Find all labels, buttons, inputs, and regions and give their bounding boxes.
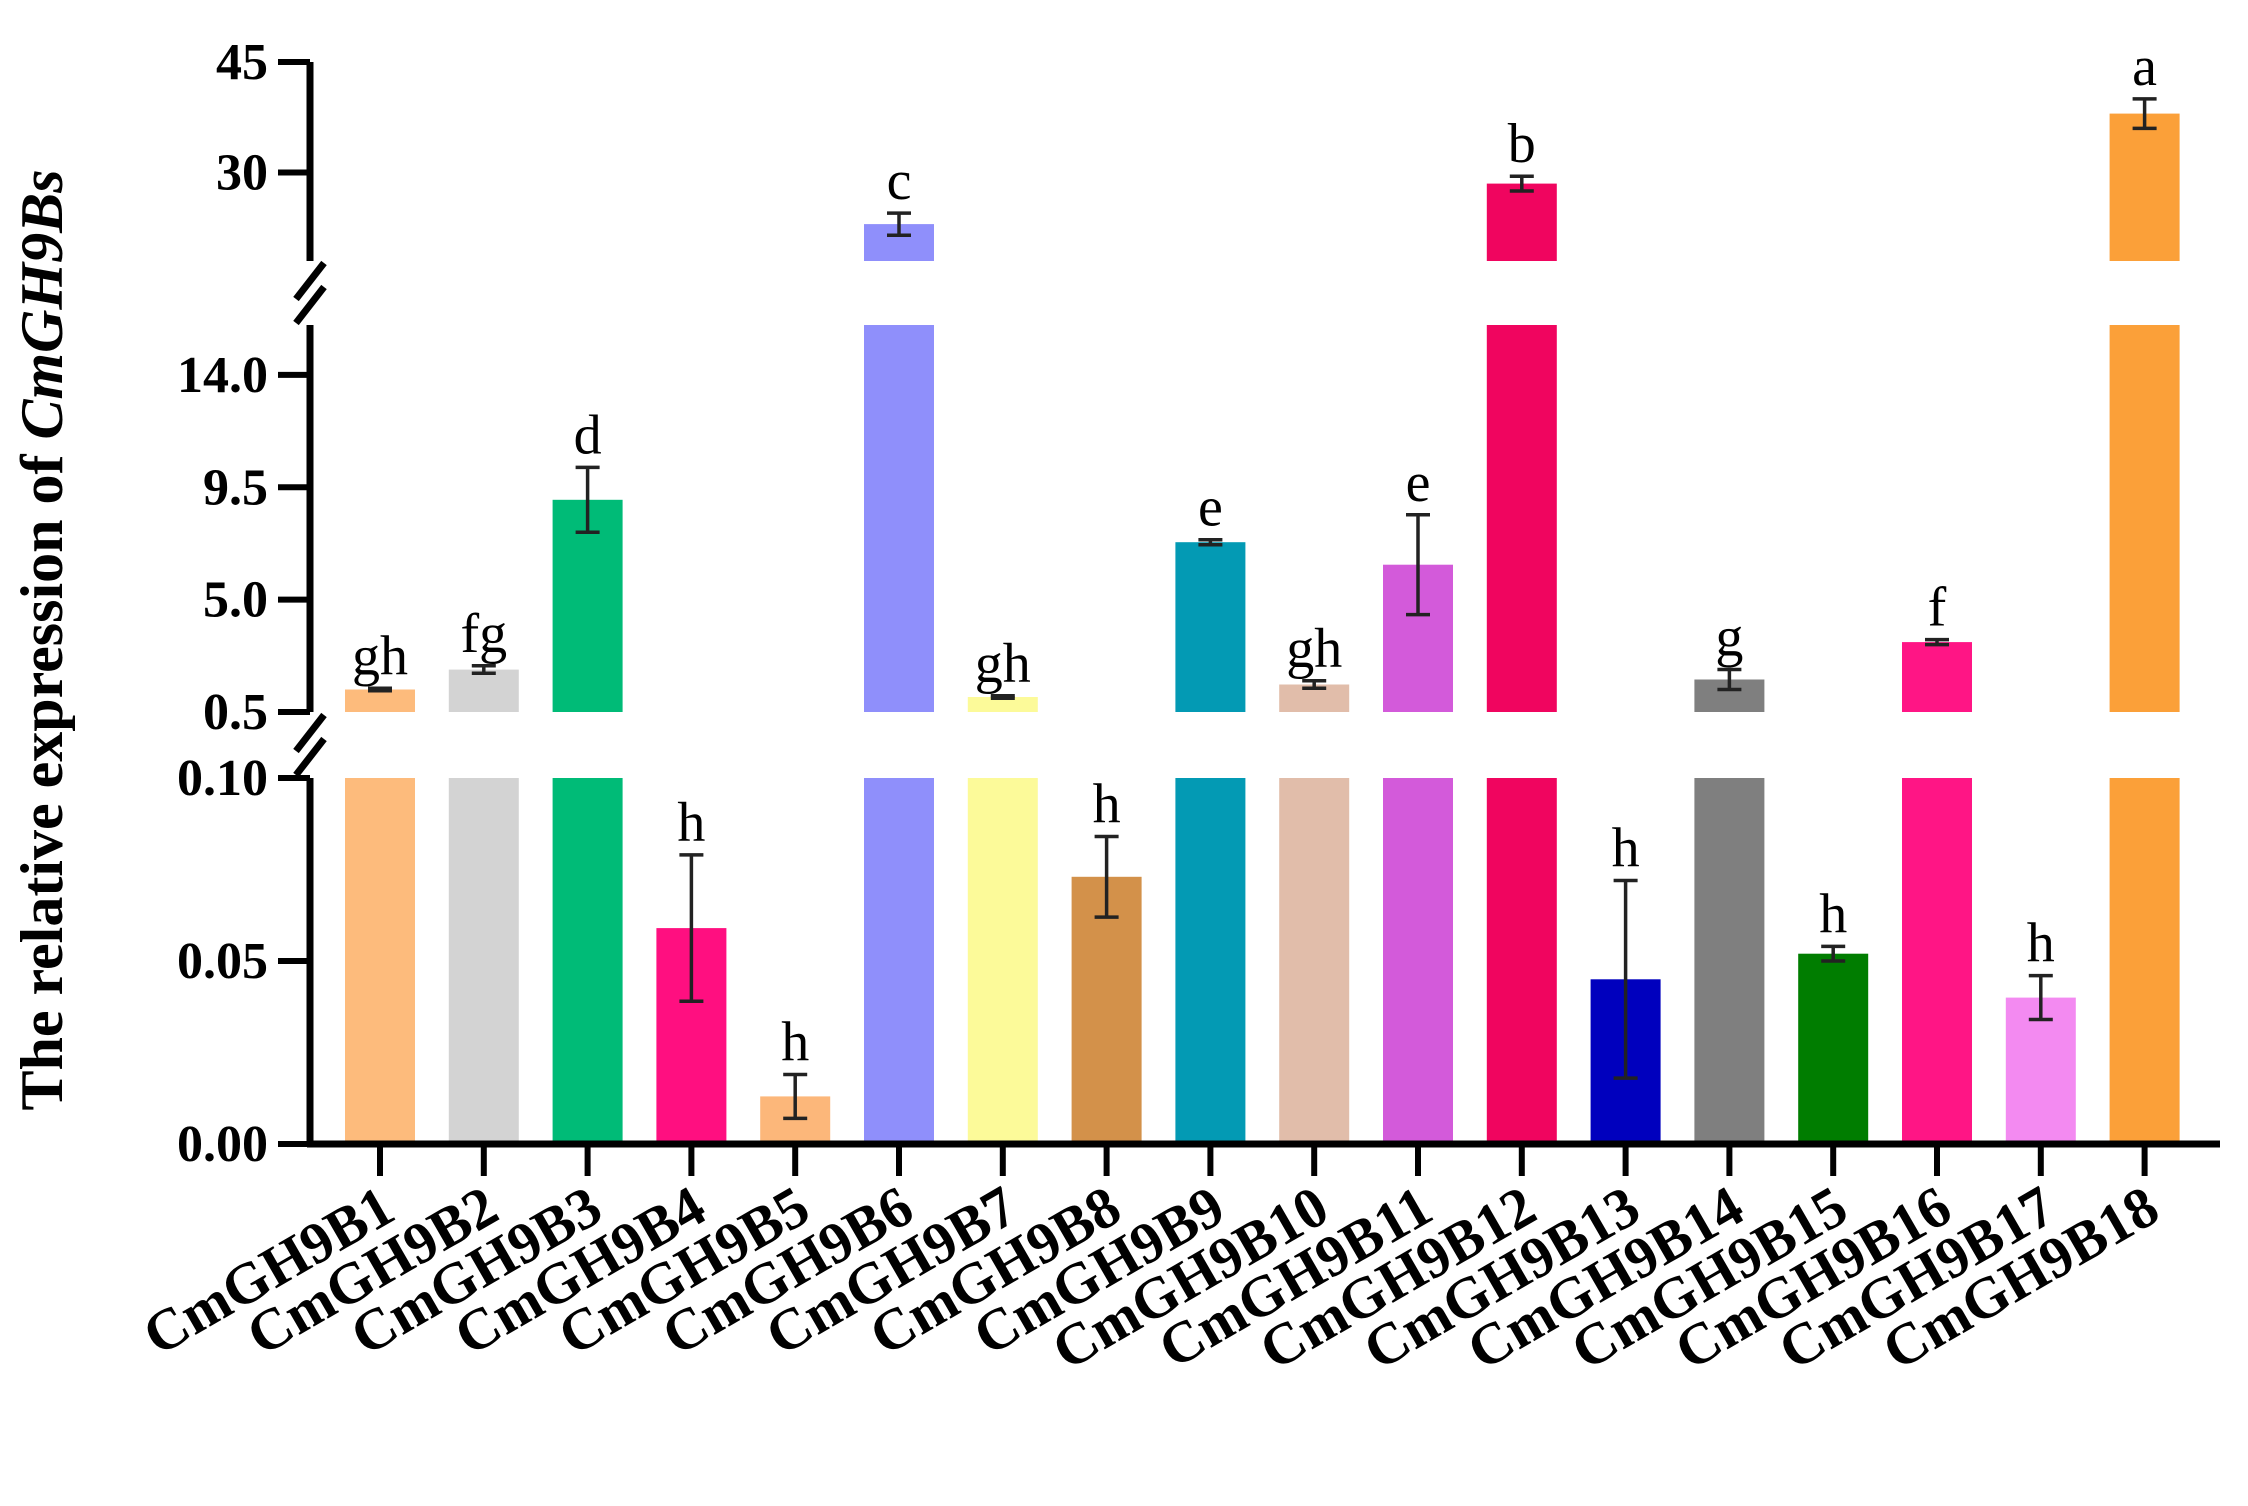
error-bar-cmgh9b6 bbox=[887, 211, 911, 237]
y-tick-label-mid: 0.5 bbox=[203, 684, 268, 741]
significance-label-cmgh9b5: h bbox=[781, 1012, 809, 1074]
error-bar-cmgh9b12 bbox=[1509, 174, 1534, 193]
bar-cmgh9b2-seg1 bbox=[448, 778, 519, 1144]
bar-cmgh9b7-seg2 bbox=[967, 697, 1038, 712]
error-bar-cmgh9b10 bbox=[1302, 679, 1327, 691]
significance-label-cmgh9b9: e bbox=[1198, 477, 1223, 539]
bar-cmgh9b18-seg3 bbox=[2109, 113, 2180, 261]
error-bar-cmgh9b11 bbox=[1406, 513, 1430, 617]
bar-cmgh9b1-seg1 bbox=[345, 778, 415, 1144]
error-bar-cmgh9b17 bbox=[2028, 973, 2053, 1022]
y-tick-label-low: 0.00 bbox=[177, 1116, 268, 1173]
significance-label-cmgh9b16: f bbox=[1928, 577, 1947, 639]
bar-cmgh9b2-seg2 bbox=[448, 669, 519, 712]
error-bar-cmgh9b13 bbox=[1613, 878, 1638, 1080]
bar-cmgh9b7-seg1 bbox=[967, 778, 1038, 1144]
significance-label-cmgh9b18: a bbox=[2132, 36, 2157, 98]
significance-label-cmgh9b8: h bbox=[1093, 774, 1121, 836]
error-bar-cmgh9b16 bbox=[1925, 637, 1949, 647]
svg-text:The relative expression of CmG: The relative expression of CmGH9Bs bbox=[9, 169, 75, 1110]
significance-label-cmgh9b14: g bbox=[1715, 607, 1743, 669]
significance-label-cmgh9b15: h bbox=[1819, 883, 1847, 945]
axis-break-mark bbox=[293, 712, 327, 754]
bar-cmgh9b8-seg1 bbox=[1071, 876, 1142, 1144]
y-tick-label-high: 45 bbox=[216, 34, 268, 91]
significance-label-cmgh9b10: gh bbox=[1286, 618, 1342, 680]
error-bar-cmgh9b1 bbox=[368, 686, 392, 693]
error-bar-cmgh9b8 bbox=[1094, 834, 1119, 919]
bar-cmgh9b6-seg1 bbox=[864, 778, 934, 1144]
significance-label-cmgh9b17: h bbox=[2027, 913, 2055, 975]
bar-cmgh9b15-seg1 bbox=[1798, 953, 1869, 1144]
y-tick-label-low: 0.05 bbox=[177, 933, 268, 990]
axis-break-mark bbox=[293, 260, 327, 302]
bar-cmgh9b12-seg3 bbox=[1486, 183, 1557, 261]
error-bar-cmgh9b15 bbox=[1821, 944, 1846, 963]
error-bar-cmgh9b5 bbox=[783, 1072, 808, 1121]
significance-label-cmgh9b13: h bbox=[1612, 818, 1640, 880]
bar-cmgh9b3-seg1 bbox=[552, 778, 623, 1144]
bar-cmgh9b12-seg1 bbox=[1486, 778, 1557, 1144]
axes-layer: 0.00 0.05 0.10 0.5 5.0 9.5 14.0 30 45 bbox=[177, 34, 2220, 1176]
axis-break-mark bbox=[293, 284, 327, 326]
y-axis-title-text: The relative expression of bbox=[9, 440, 75, 1111]
y-axis-title: The relative expression of CmGH9Bs bbox=[9, 169, 75, 1110]
error-bar-cmgh9b14 bbox=[1717, 667, 1742, 692]
error-bar-cmgh9b7 bbox=[990, 694, 1015, 701]
bar-cmgh9b14-seg1 bbox=[1694, 778, 1765, 1144]
y-tick-label-mid: 5.0 bbox=[203, 572, 268, 629]
bar-cmgh9b18-seg1 bbox=[2109, 778, 2180, 1144]
bar-cmgh9b10-seg1 bbox=[1279, 778, 1350, 1144]
error-bar-cmgh9b3 bbox=[575, 465, 600, 534]
error-bar-cmgh9b9 bbox=[1198, 537, 1223, 547]
bar-cmgh9b9-seg1 bbox=[1175, 778, 1246, 1144]
y-tick-label-mid: 14.0 bbox=[177, 347, 268, 404]
y-tick-label-mid: 9.5 bbox=[203, 459, 268, 516]
axis-break-mark bbox=[293, 736, 327, 778]
y-tick-label-high: 30 bbox=[216, 145, 268, 202]
bar-cmgh9b12-seg2 bbox=[1486, 325, 1557, 712]
error-bar-cmgh9b2 bbox=[471, 664, 496, 676]
bar-cmgh9b1-seg2 bbox=[345, 689, 415, 712]
significance-label-cmgh9b11: e bbox=[1406, 452, 1431, 514]
significance-label-cmgh9b7: gh bbox=[975, 633, 1031, 695]
bar-cmgh9b9-seg2 bbox=[1175, 542, 1246, 712]
significance-label-cmgh9b6: c bbox=[887, 150, 912, 212]
bar-cmgh9b16-seg2 bbox=[1902, 642, 1972, 712]
bar-cmgh9b3-seg2 bbox=[552, 499, 623, 712]
significance-label-cmgh9b1: gh bbox=[352, 625, 408, 687]
bar-cmgh9b16-seg1 bbox=[1902, 778, 1972, 1144]
bar-cmgh9b6-seg2 bbox=[864, 325, 934, 712]
significance-label-cmgh9b12: b bbox=[1508, 113, 1536, 175]
bar-cmgh9b18-seg2 bbox=[2109, 325, 2180, 712]
category-labels-layer: CmGH9B1CmGH9B2CmGH9B3CmGH9B4CmGH9B5CmGH9… bbox=[132, 1173, 2169, 1382]
y-tick-label-low: 0.10 bbox=[177, 750, 268, 807]
error-bar-cmgh9b18 bbox=[2132, 97, 2157, 131]
bar-cmgh9b17-seg1 bbox=[2005, 997, 2076, 1144]
bars-layer bbox=[345, 113, 2180, 1144]
error-bar-cmgh9b4 bbox=[679, 853, 704, 1004]
significance-label-cmgh9b2: fg bbox=[460, 603, 507, 665]
y-axis-title-italic: CmGH9Bs bbox=[9, 169, 75, 439]
bar-cmgh9b11-seg1 bbox=[1383, 778, 1453, 1144]
significance-label-cmgh9b4: h bbox=[677, 792, 705, 854]
error-bars-layer bbox=[368, 97, 2157, 1121]
significance-label-cmgh9b3: d bbox=[574, 404, 602, 466]
